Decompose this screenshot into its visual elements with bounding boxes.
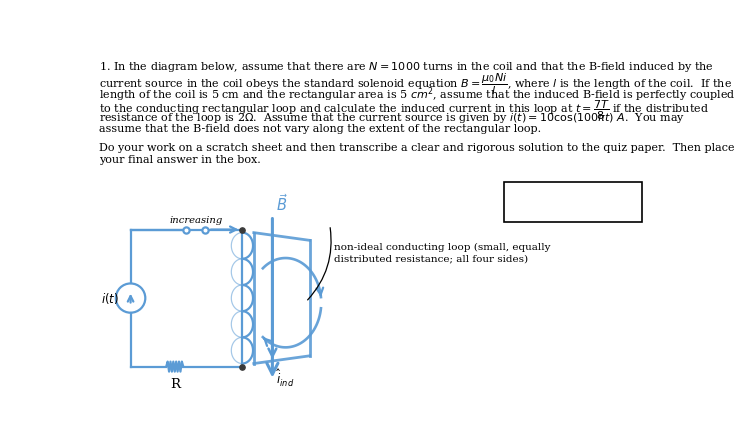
Text: to the conducting rectangular loop and calculate the induced current in this loo: to the conducting rectangular loop and c… [99, 98, 709, 121]
Text: resistance of the loop is 2$\Omega$.  Assume that the current source is given by: resistance of the loop is 2$\Omega$. Ass… [99, 111, 685, 125]
Text: assume that the B-field does not vary along the extent of the rectangular loop.: assume that the B-field does not vary al… [99, 124, 541, 134]
Text: $\hat{i}_{ind}$: $\hat{i}_{ind}$ [276, 367, 294, 388]
Text: 1. In the diagram below, assume that there are $N = 1000$ turns in the coil and : 1. In the diagram below, assume that the… [99, 60, 713, 74]
Text: your final answer in the box.: your final answer in the box. [99, 155, 261, 165]
Text: $\hat{i}_{induced}$ =: $\hat{i}_{induced}$ = [513, 192, 571, 213]
Text: current source in the coil obeys the standard solenoid equation $B = \dfrac{\mu_: current source in the coil obeys the sta… [99, 72, 732, 97]
Text: increasing: increasing [169, 215, 223, 225]
Text: non-ideal conducting loop (small, equally
distributed resistance; all four sides: non-ideal conducting loop (small, equall… [334, 242, 550, 263]
Text: R: R [170, 378, 180, 391]
Text: Do your work on a scratch sheet and then transcribe a clear and rigorous solutio: Do your work on a scratch sheet and then… [99, 142, 734, 152]
Bar [504, 182, 642, 223]
Text: $\vec{B}$: $\vec{B}$ [276, 192, 288, 213]
Text: length of the coil is 5 cm and the rectangular area is 5 $cm^2$, assume that the: length of the coil is 5 cm and the recta… [99, 85, 735, 103]
Text: $i(t)$: $i(t)$ [101, 290, 120, 305]
